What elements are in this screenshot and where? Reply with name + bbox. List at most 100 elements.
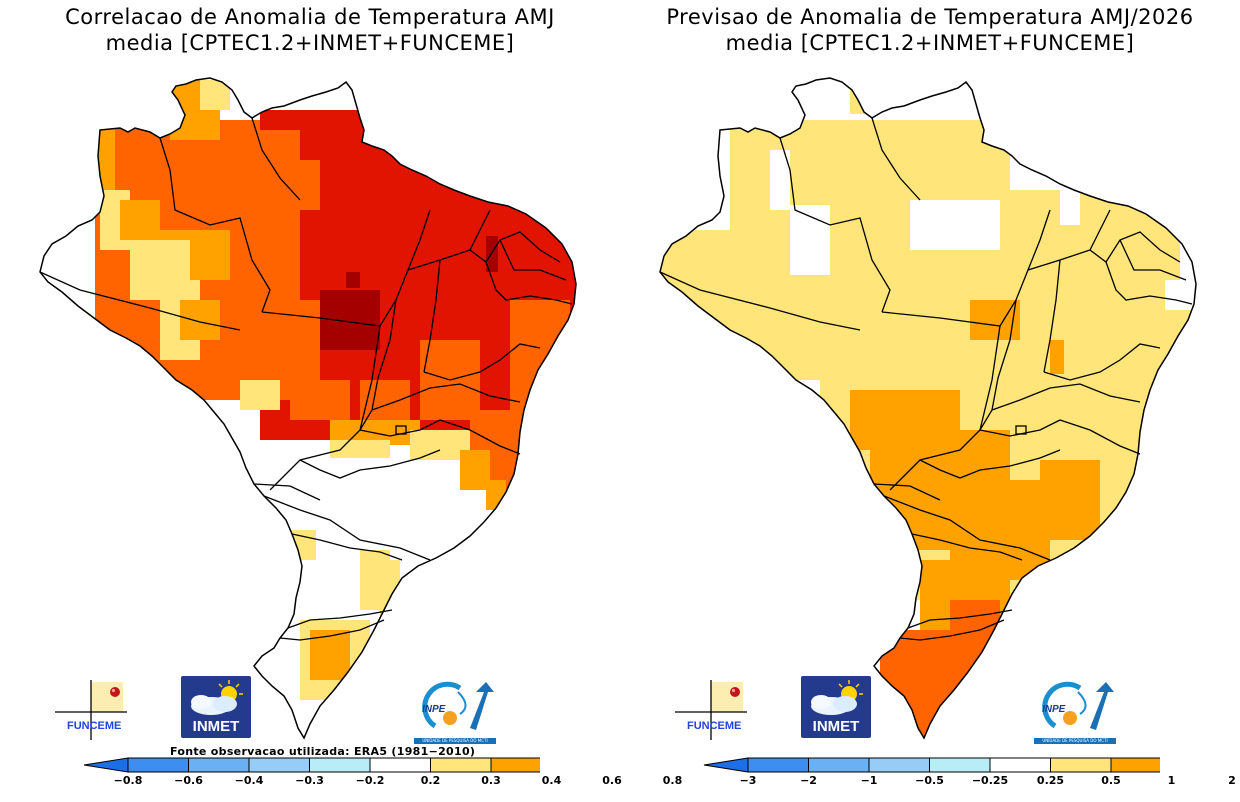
colorbar-tick-label: −0.8 xyxy=(113,774,143,787)
field-cell xyxy=(240,130,300,310)
state-border xyxy=(263,495,431,561)
field-cell xyxy=(1050,340,1064,374)
field-cell xyxy=(1040,460,1100,540)
colorbar-segment xyxy=(989,757,1051,773)
correlation-colorbar xyxy=(83,757,540,773)
inmet-text: INMET xyxy=(192,718,240,735)
field-cell xyxy=(180,300,220,340)
colorbar-tick-label: 0.3 xyxy=(481,774,501,787)
state-border xyxy=(423,343,541,381)
field-cell xyxy=(1165,280,1195,310)
state-border xyxy=(359,299,397,431)
state-border xyxy=(485,261,573,305)
colorbar-tick-label: −0.6 xyxy=(174,774,203,787)
country-outline xyxy=(39,77,577,740)
colorbar-tick-label: 0.5 xyxy=(1101,774,1121,787)
inpe-text: INPE xyxy=(422,704,446,715)
state-border xyxy=(991,383,1141,411)
state-border xyxy=(253,483,321,501)
state-border xyxy=(1119,239,1187,281)
colorbar-segment xyxy=(188,757,250,773)
correlation-field xyxy=(40,78,576,738)
federal-district-outline xyxy=(1015,425,1027,435)
field-cell xyxy=(290,380,350,420)
colorbar-tick-label: −0.4 xyxy=(234,774,264,787)
colorbar-tick-label: 0.8 xyxy=(662,774,683,787)
colorbar-tick-label: 2 xyxy=(1228,774,1236,787)
colorbar-tick-label: −0.2 xyxy=(355,774,385,787)
state-border xyxy=(871,117,921,201)
state-border xyxy=(911,533,1023,561)
state-border xyxy=(371,383,521,411)
country-outline xyxy=(659,77,1197,740)
field-cell xyxy=(1060,185,1080,225)
colorbar-lower-extension xyxy=(83,757,129,773)
state-border xyxy=(279,619,385,641)
inpe-text: INPE xyxy=(1042,704,1066,715)
federal-district-outline xyxy=(395,425,407,435)
field-cell xyxy=(880,630,1020,738)
colorbar-lower-extension xyxy=(703,757,749,773)
inpe-logo: INPE UNIDADE DE PESQUISA DO MCTI xyxy=(410,678,500,744)
state-border xyxy=(1043,259,1061,373)
colorbar-segment xyxy=(868,757,930,773)
state-border xyxy=(1105,261,1193,305)
state-border xyxy=(907,609,1013,629)
colorbar-tick-label: −2 xyxy=(800,774,817,787)
colorbar-segment xyxy=(430,757,492,773)
state-border xyxy=(1043,343,1161,381)
forecast-field xyxy=(660,78,1196,738)
state-border xyxy=(779,137,891,313)
state-border xyxy=(919,449,1061,479)
colorbar-tick-label: 0.2 xyxy=(420,774,441,787)
field-cell xyxy=(320,290,380,350)
field-cell xyxy=(770,150,790,210)
colorbar-tick-label: 0.4 xyxy=(541,774,562,787)
state-border xyxy=(1059,419,1141,455)
state-border xyxy=(1027,209,1111,271)
data-source-note: Fonte observacao utilizada: ERA5 (1981−2… xyxy=(170,745,476,758)
inpe-caption: UNIDADE DE PESQUISA DO MCTI xyxy=(1034,738,1116,744)
field-cell xyxy=(950,600,1000,630)
state-border xyxy=(883,495,1051,561)
state-border xyxy=(659,271,861,331)
colorbar-segment xyxy=(248,757,310,773)
field-cell xyxy=(910,200,1000,250)
colorbar-segment xyxy=(808,757,870,773)
colorbar-tick-label: 0.6 xyxy=(602,774,622,787)
field-cell xyxy=(240,380,280,410)
state-border xyxy=(899,619,1005,641)
title-line-1: Previsao de Anomalia de Temperatura AMJ/… xyxy=(666,5,1194,29)
colorbar-segment xyxy=(369,757,431,773)
colorbar-tick-label: −3 xyxy=(739,774,757,787)
state-border xyxy=(423,259,441,373)
correlation-panel: Correlacao de Anomalia de Temperatura AM… xyxy=(39,5,682,787)
state-border xyxy=(873,483,941,501)
title-line-1: Correlacao de Anomalia de Temperatura AM… xyxy=(65,5,555,29)
state-border xyxy=(39,271,241,331)
colorbar-segment xyxy=(309,757,371,773)
title-line-2: media [CPTEC1.2+INMET+FUNCEME] xyxy=(105,31,515,55)
colorbar-tick-label: −0.25 xyxy=(971,774,1009,787)
forecast-title: Previsao de Anomalia de Temperatura AMJ/… xyxy=(620,4,1240,56)
state-border xyxy=(499,239,567,281)
state-border xyxy=(251,117,301,201)
colorbar-segment xyxy=(490,757,540,773)
state-border xyxy=(159,137,271,313)
state-border xyxy=(979,419,1061,437)
colorbar-segment xyxy=(1050,757,1112,773)
funceme-text: FUNCEME xyxy=(67,720,122,732)
colorbar-segment xyxy=(127,757,189,773)
field-cell xyxy=(486,480,506,510)
state-border xyxy=(469,231,561,263)
inmet-logo: INMET xyxy=(801,676,871,738)
funceme-logo: FUNCEME xyxy=(55,680,135,742)
correlation-map xyxy=(39,77,577,740)
state-border xyxy=(889,325,1001,491)
field-cell xyxy=(460,450,490,490)
inmet-text: INMET xyxy=(812,718,860,735)
state-border xyxy=(291,533,403,561)
colorbar-segment xyxy=(747,757,809,773)
colorbar-tick-label: −0.3 xyxy=(295,774,324,787)
state-border xyxy=(287,609,393,629)
